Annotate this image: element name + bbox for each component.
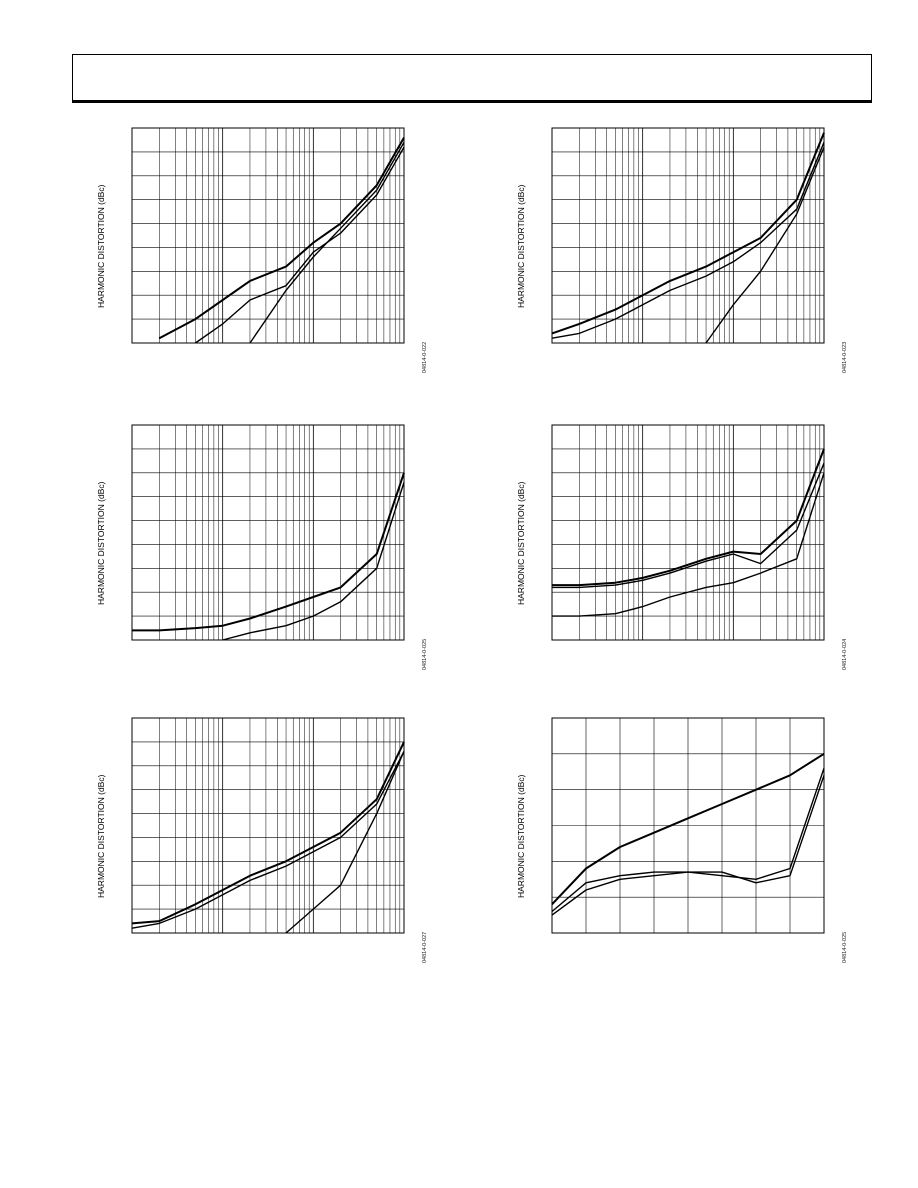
figure-panel-2: HARMONIC DISTORTION (dBc) 04814-0-023 [512, 118, 912, 398]
chart-fig2 [551, 127, 825, 344]
plot-frame [131, 424, 405, 641]
plot-frame [131, 127, 405, 344]
series-line-1 [132, 472, 405, 632]
figure-panel-4: HARMONIC DISTORTION (dBc) 04814-0-024 [512, 415, 912, 695]
figure-panel-6: HARMONIC DISTORTION (dBc) 04814-0-025 [512, 708, 912, 988]
chart-fig1 [131, 127, 405, 344]
grid-lines [551, 717, 825, 934]
series-line-2 [222, 482, 405, 641]
plot-frame [551, 424, 825, 641]
series-line-3 [285, 751, 405, 934]
chart-fig6 [551, 717, 825, 934]
series-line-3 [551, 775, 825, 916]
figure-panel-3: HARMONIC DISTORTION (dBc) 04814-0-025 [92, 415, 492, 695]
series-line-1 [158, 137, 405, 340]
series-line-3 [249, 141, 405, 344]
figure-id: 04814-0-022 [422, 341, 428, 373]
figure-id: 04814-0-023 [842, 341, 848, 373]
plot-frame [551, 717, 825, 934]
plot-frame [551, 127, 825, 344]
figure-panel-1: HARMONIC DISTORTION (dBc) 04814-0-022 [92, 118, 492, 398]
plot-frame [131, 717, 405, 934]
grid-lines [131, 127, 404, 344]
figure-id: 04814-0-027 [422, 931, 428, 963]
series-line-2 [552, 462, 825, 589]
figure-id: 04814-0-024 [842, 638, 848, 670]
series-line-3 [705, 146, 825, 344]
figure-panel-5: HARMONIC DISTORTION (dBc) 04814-0-027 [92, 708, 492, 988]
series-line-2 [131, 751, 405, 929]
chart-fig4 [551, 424, 825, 641]
chart-fig3 [131, 424, 405, 641]
series-line-2 [551, 142, 825, 339]
figure-id: 04814-0-025 [842, 931, 848, 963]
grid-lines [551, 424, 824, 641]
figure-id: 04814-0-025 [422, 638, 428, 670]
series-line-1 [552, 448, 825, 587]
page-header-box [72, 54, 872, 103]
series-line-1 [551, 132, 825, 335]
grid-lines [131, 424, 404, 641]
chart-fig5 [131, 717, 405, 934]
grid-lines [131, 717, 404, 934]
series-line-2 [194, 146, 405, 344]
series-line-3 [552, 472, 825, 617]
series-line-1 [131, 741, 405, 925]
series-line-1 [551, 752, 825, 905]
